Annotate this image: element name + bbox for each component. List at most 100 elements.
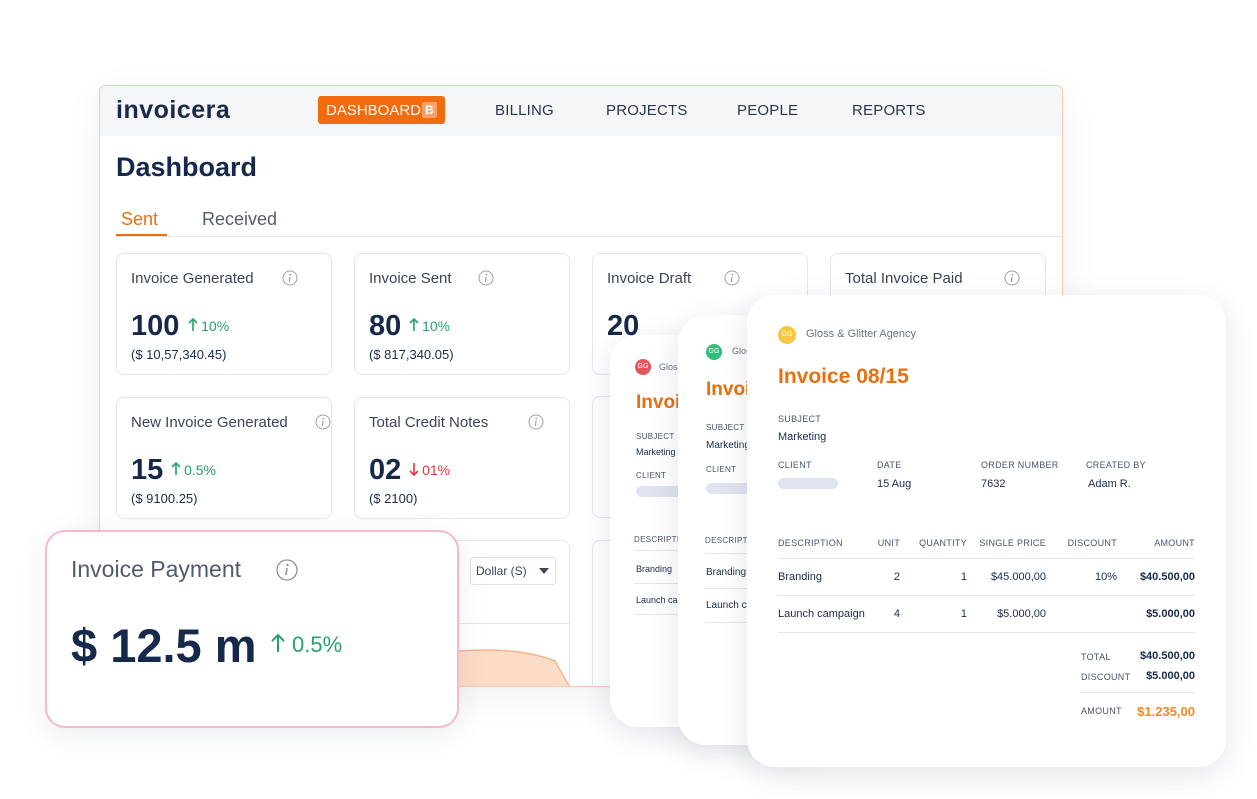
cell: 10% — [1094, 571, 1117, 583]
info-icon[interactable] — [478, 270, 494, 286]
card-title: New Invoice Generated — [131, 414, 288, 431]
payment-value: $ 12.5 m — [71, 619, 257, 672]
card-value: 15 — [131, 454, 164, 486]
tab[interactable]: Received — [202, 209, 278, 229]
divider — [778, 595, 1195, 596]
card-title: Total Credit Notes — [369, 414, 489, 431]
label: CLIENT — [636, 471, 667, 480]
card-value: 100 — [131, 310, 180, 342]
currency-select[interactable]: Dollar (S) — [470, 557, 556, 585]
card-title: Invoice Sent — [369, 270, 452, 287]
avatar: GG — [706, 344, 722, 360]
info-icon[interactable] — [1004, 270, 1020, 286]
page-title: Dashboard — [116, 152, 258, 182]
cell: Launch campaign — [778, 608, 865, 620]
stat-card: New Invoice Generated 15 0.5% ($ 9100.25) — [116, 397, 332, 519]
cell: $45.000,00 — [990, 571, 1046, 583]
label: DATE — [877, 460, 902, 470]
label: SUBJECT — [636, 432, 675, 441]
column-header: QUANTITY — [919, 538, 967, 548]
column-header: UNIT — [877, 538, 900, 548]
stat-card: Invoice Sent 80 10% ($ 817,340.05) — [354, 253, 570, 375]
card-amount: ($ 9100.25) — [131, 491, 198, 506]
badge: B — [422, 102, 437, 118]
up-arrow — [171, 462, 181, 475]
row: Branding — [636, 564, 673, 574]
info-icon[interactable] — [528, 414, 544, 430]
grid-line — [355, 623, 569, 624]
card-title: Invoice Generated — [131, 270, 254, 287]
stat-card: Invoice Generated 100 10% ($ 10,57,340.45) — [116, 253, 332, 375]
label: SUBJECT — [778, 414, 822, 424]
divider — [778, 558, 1195, 559]
column-header: AMOUNT — [1154, 538, 1195, 548]
card-change: 10% — [422, 318, 451, 334]
avatar-text: GG — [637, 363, 649, 370]
cell: 2 — [893, 571, 900, 583]
divider — [1081, 692, 1195, 693]
value: 15 Aug — [877, 478, 912, 490]
value: 7632 — [981, 478, 1006, 490]
nav-link[interactable]: PEOPLE — [737, 102, 799, 119]
row: Branding — [706, 567, 747, 578]
tab-divider — [116, 236, 1062, 237]
row: Launch campaign — [636, 595, 708, 605]
nav-dashboard[interactable]: DASHBOARD B — [318, 96, 445, 124]
up-arrow — [271, 633, 285, 652]
label: CLIENT — [706, 465, 737, 474]
card-title: Invoice Draft — [607, 270, 692, 287]
value: Marketing — [778, 431, 827, 443]
label: CREATED BY — [1086, 460, 1146, 470]
label: CLIENT — [778, 460, 812, 470]
card-amount: ($ 817,340.05) — [369, 347, 454, 362]
card-change: 10% — [201, 318, 230, 334]
value: Marketing — [636, 447, 676, 457]
label: DESCRIPTION — [634, 535, 692, 544]
label: SUBJECT — [706, 423, 745, 432]
card-title: Total Invoice Paid — [845, 270, 963, 287]
column-header: DESCRIPTION — [778, 538, 843, 548]
cell: $5.000,00 — [997, 608, 1046, 620]
avatar: GG — [635, 359, 651, 375]
stat-card: Total Credit Notes 02 01% ($ 2100) — [354, 397, 570, 519]
info-icon[interactable] — [315, 414, 331, 430]
invoice-title: Invoice 08/15 — [778, 365, 909, 388]
total-value: $5.000,00 — [1146, 670, 1195, 682]
cell: 1 — [960, 571, 967, 583]
logo[interactable]: invoicera — [116, 96, 231, 124]
avatar: GG — [778, 326, 796, 344]
nav-link[interactable]: REPORTS — [852, 102, 926, 119]
cell: 4 — [893, 608, 900, 620]
tab-underline — [116, 234, 167, 236]
card-amount: ($ 10,57,340.45) — [131, 347, 227, 362]
card-amount: ($ 2100) — [369, 491, 418, 506]
card-change: 0.5% — [184, 462, 217, 478]
value: Marketing — [706, 440, 750, 451]
up-arrow — [188, 318, 198, 331]
nav-link[interactable]: PROJECTS — [606, 102, 688, 119]
avatar-text: GG — [708, 348, 720, 355]
row: Launch campaign — [706, 600, 785, 611]
info-icon[interactable] — [276, 559, 298, 581]
cell: Branding — [778, 571, 823, 583]
up-arrow — [409, 318, 419, 331]
card-value: 02 — [369, 454, 402, 486]
total-label: DISCOUNT — [1081, 672, 1131, 682]
client-pill — [778, 478, 838, 489]
nav-link[interactable]: BILLING — [495, 102, 554, 119]
invoice-card: GG Gloss & Glitter Agency Invoice 08/15 … — [747, 295, 1226, 767]
total-value: $40.500,00 — [1139, 650, 1195, 662]
caret — [539, 568, 549, 574]
nav-label: DASHBOARD — [326, 102, 422, 119]
select-label: Dollar (S) — [476, 564, 527, 578]
info-icon[interactable] — [724, 270, 740, 286]
tab-active[interactable]: Sent — [121, 209, 159, 229]
info-icon[interactable] — [282, 270, 298, 286]
down-arrow — [409, 463, 419, 476]
value: Adam R. — [1088, 478, 1131, 490]
total-label: TOTAL — [1081, 652, 1111, 662]
company: Gloss & Glitter Agency — [806, 328, 917, 340]
column-header: DISCOUNT — [1067, 538, 1117, 548]
payment-title: Invoice Payment — [71, 556, 242, 582]
label: ORDER NUMBER — [981, 460, 1059, 470]
